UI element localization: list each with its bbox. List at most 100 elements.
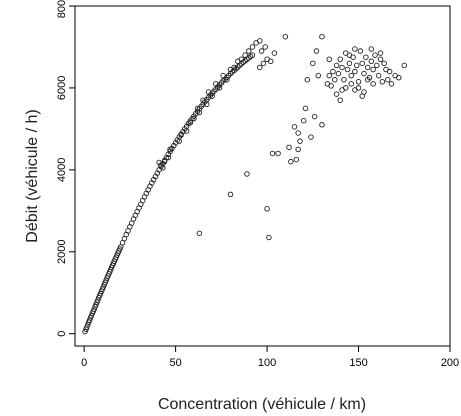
data-point — [355, 85, 362, 91]
data-point — [368, 58, 375, 65]
data-point — [165, 154, 172, 161]
data-point — [295, 146, 301, 153]
data-point — [377, 56, 384, 63]
data-point — [200, 97, 206, 103]
data-point — [396, 74, 402, 81]
data-point — [258, 48, 265, 54]
data-point — [381, 60, 387, 67]
data-point — [97, 290, 104, 297]
plot-frame — [74, 5, 451, 347]
data-point — [352, 68, 358, 75]
data-point — [167, 146, 173, 153]
data-point — [330, 68, 336, 75]
data-point — [291, 124, 298, 130]
data-point — [82, 328, 88, 335]
data-point — [319, 122, 325, 128]
data-point — [348, 72, 354, 79]
data-point — [231, 64, 237, 71]
data-point — [288, 158, 294, 165]
data-point — [267, 58, 274, 65]
data-point — [300, 117, 307, 124]
x-tick-label: 200 — [441, 357, 459, 369]
data-point — [364, 64, 371, 71]
data-point — [370, 66, 376, 73]
data-point — [388, 81, 395, 87]
data-point — [213, 81, 219, 87]
y-tick-label: 0 — [56, 331, 68, 337]
data-point — [346, 52, 353, 58]
data-point — [315, 72, 322, 79]
data-point — [368, 46, 375, 52]
data-point — [339, 64, 345, 71]
data-point — [302, 105, 309, 112]
data-point — [372, 52, 378, 58]
data-point — [160, 165, 166, 171]
data-point — [187, 119, 193, 126]
data-point — [370, 81, 376, 87]
data-point — [304, 76, 311, 83]
y-tick-label: 2000 — [56, 240, 68, 264]
data-point — [257, 64, 263, 71]
data-point — [264, 206, 270, 212]
data-point — [333, 91, 340, 97]
data-point — [220, 72, 226, 79]
data-point — [238, 56, 245, 63]
data-point — [295, 130, 301, 136]
y-tick-label: 4000 — [56, 158, 68, 182]
data-point — [244, 171, 250, 177]
data-point — [363, 54, 369, 60]
data-point — [335, 70, 342, 77]
data-point — [85, 321, 91, 328]
data-point — [275, 150, 281, 157]
data-point — [246, 48, 252, 54]
data-point — [293, 156, 300, 163]
data-point — [91, 306, 97, 312]
data-point — [196, 230, 203, 237]
data-point — [297, 138, 303, 144]
data-point — [271, 50, 278, 56]
data-point — [328, 83, 334, 89]
x-tick-label: 0 — [81, 357, 87, 369]
y-axis-title: Débit (véhicule / h) — [24, 109, 41, 242]
data-point — [257, 38, 263, 44]
data-point — [95, 297, 101, 303]
data-point — [103, 277, 109, 284]
data-point — [209, 93, 215, 99]
data-point — [348, 81, 354, 87]
data-point — [333, 62, 340, 69]
data-point — [161, 158, 168, 165]
data-point — [379, 79, 386, 85]
data-point — [176, 138, 183, 144]
data-points — [82, 33, 408, 335]
data-point — [310, 60, 316, 67]
data-point — [227, 191, 234, 198]
data-point — [107, 267, 114, 273]
data-point — [86, 317, 93, 323]
data-point — [366, 74, 373, 81]
data-point — [286, 144, 292, 151]
data-point — [156, 159, 162, 166]
y-tick-label: 8000 — [56, 0, 68, 18]
y-tick-label: 6000 — [56, 76, 68, 100]
data-point — [191, 115, 197, 122]
y-axis: 0 2000 4000 6000 8000 — [56, 0, 75, 337]
data-point — [262, 44, 268, 50]
data-point — [377, 50, 384, 56]
x-tick-label: 50 — [169, 357, 181, 369]
data-point — [344, 66, 351, 73]
data-point — [266, 234, 272, 241]
data-point — [374, 62, 380, 69]
data-point — [242, 52, 248, 58]
data-point — [311, 113, 318, 120]
data-point — [269, 150, 276, 157]
data-point — [385, 76, 391, 83]
data-point — [337, 97, 343, 103]
data-point — [183, 128, 190, 134]
data-point — [260, 60, 267, 67]
x-axis-title: Concentration (véhicule / km) — [158, 396, 366, 413]
data-point — [282, 33, 289, 40]
data-point — [375, 72, 382, 79]
data-point — [319, 33, 325, 40]
data-point — [84, 324, 90, 330]
data-point — [196, 109, 203, 116]
